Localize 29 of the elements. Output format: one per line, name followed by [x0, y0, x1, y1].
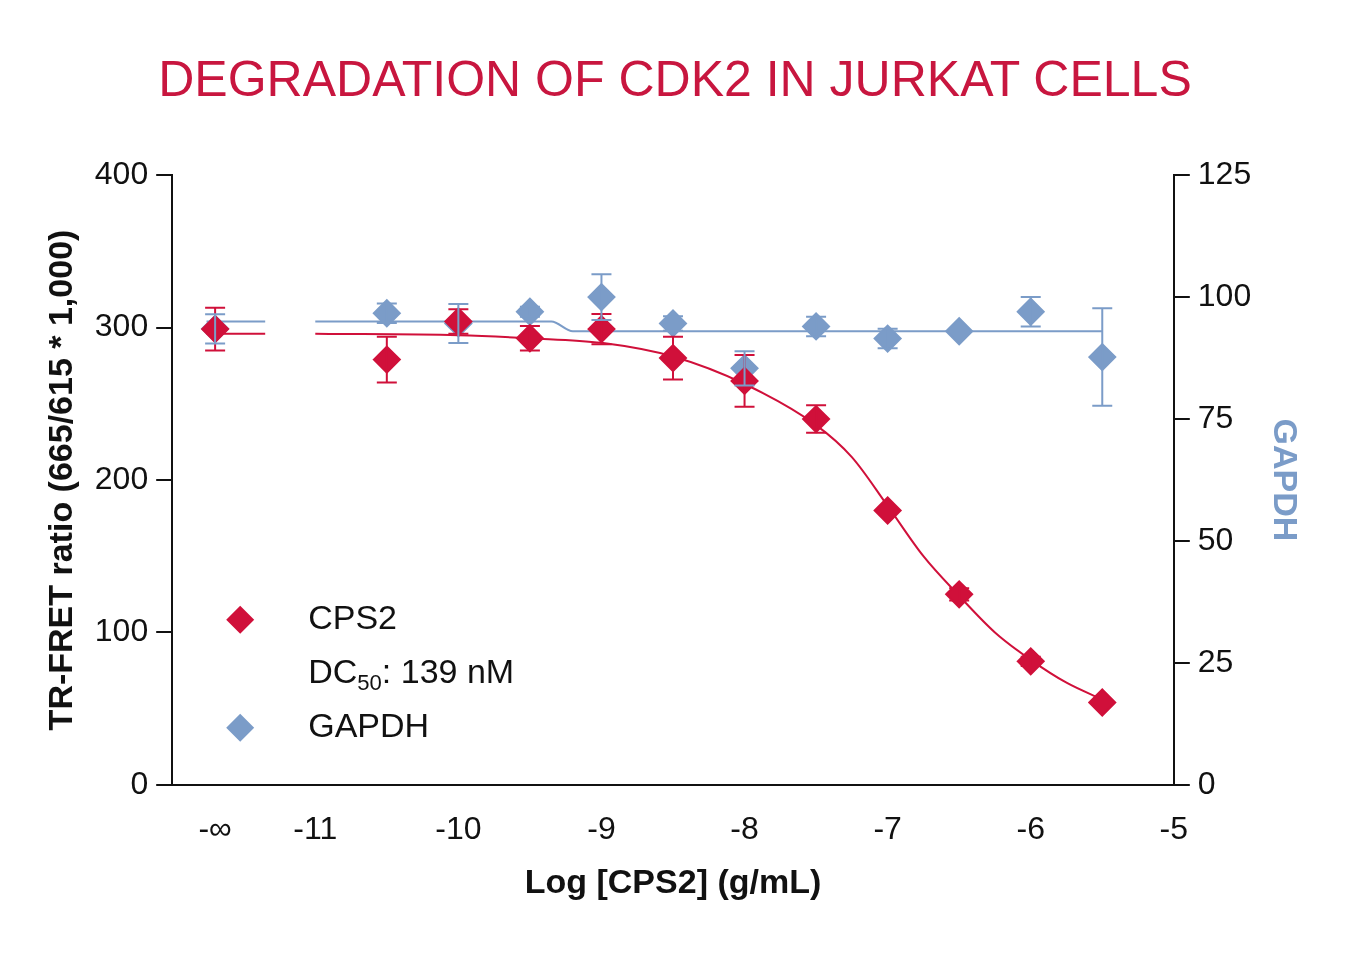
x-tick-label: -5 [1159, 809, 1189, 846]
x-axis-title: Log [CPS2] (g/mL) [524, 861, 822, 900]
y-tick-label: 400 [94, 155, 149, 192]
point [659, 309, 687, 338]
legend-label: CPS2 [308, 598, 398, 637]
x-tick-label: -11 [293, 809, 338, 846]
point [1088, 688, 1117, 717]
y2-tick-label: 100 [1197, 276, 1252, 313]
y-axis-title: TR-FRET ratio (665/615 * 1,000) [40, 229, 79, 731]
y-tick-label: 200 [94, 459, 149, 496]
y2-tick-label: 25 [1197, 642, 1234, 679]
x-tick-label: -9 [587, 809, 616, 846]
chart-title: DEGRADATION OF CDK2 IN JURKAT CELLS [157, 50, 1193, 108]
y2-tick-label: 125 [1197, 155, 1252, 192]
y2-tick-label: 50 [1197, 520, 1234, 557]
x-tick-label: -7 [873, 809, 902, 846]
point [945, 317, 974, 346]
y-tick-label: 0 [130, 764, 149, 801]
point [873, 496, 902, 525]
y-tick-label: 300 [94, 307, 149, 344]
x-tick-label: -∞ [198, 809, 232, 846]
y2-axis-title: GAPDH [1267, 418, 1306, 542]
y2-tick-label: 0 [1197, 764, 1216, 801]
y2-tick-label: 75 [1197, 398, 1234, 435]
x-tick-label: -8 [730, 809, 759, 846]
x-tick-label: -10 [435, 809, 482, 846]
legend-label: GAPDH [308, 706, 430, 745]
x-tick-label: -6 [1016, 809, 1045, 846]
y-tick-label: 100 [94, 612, 149, 649]
